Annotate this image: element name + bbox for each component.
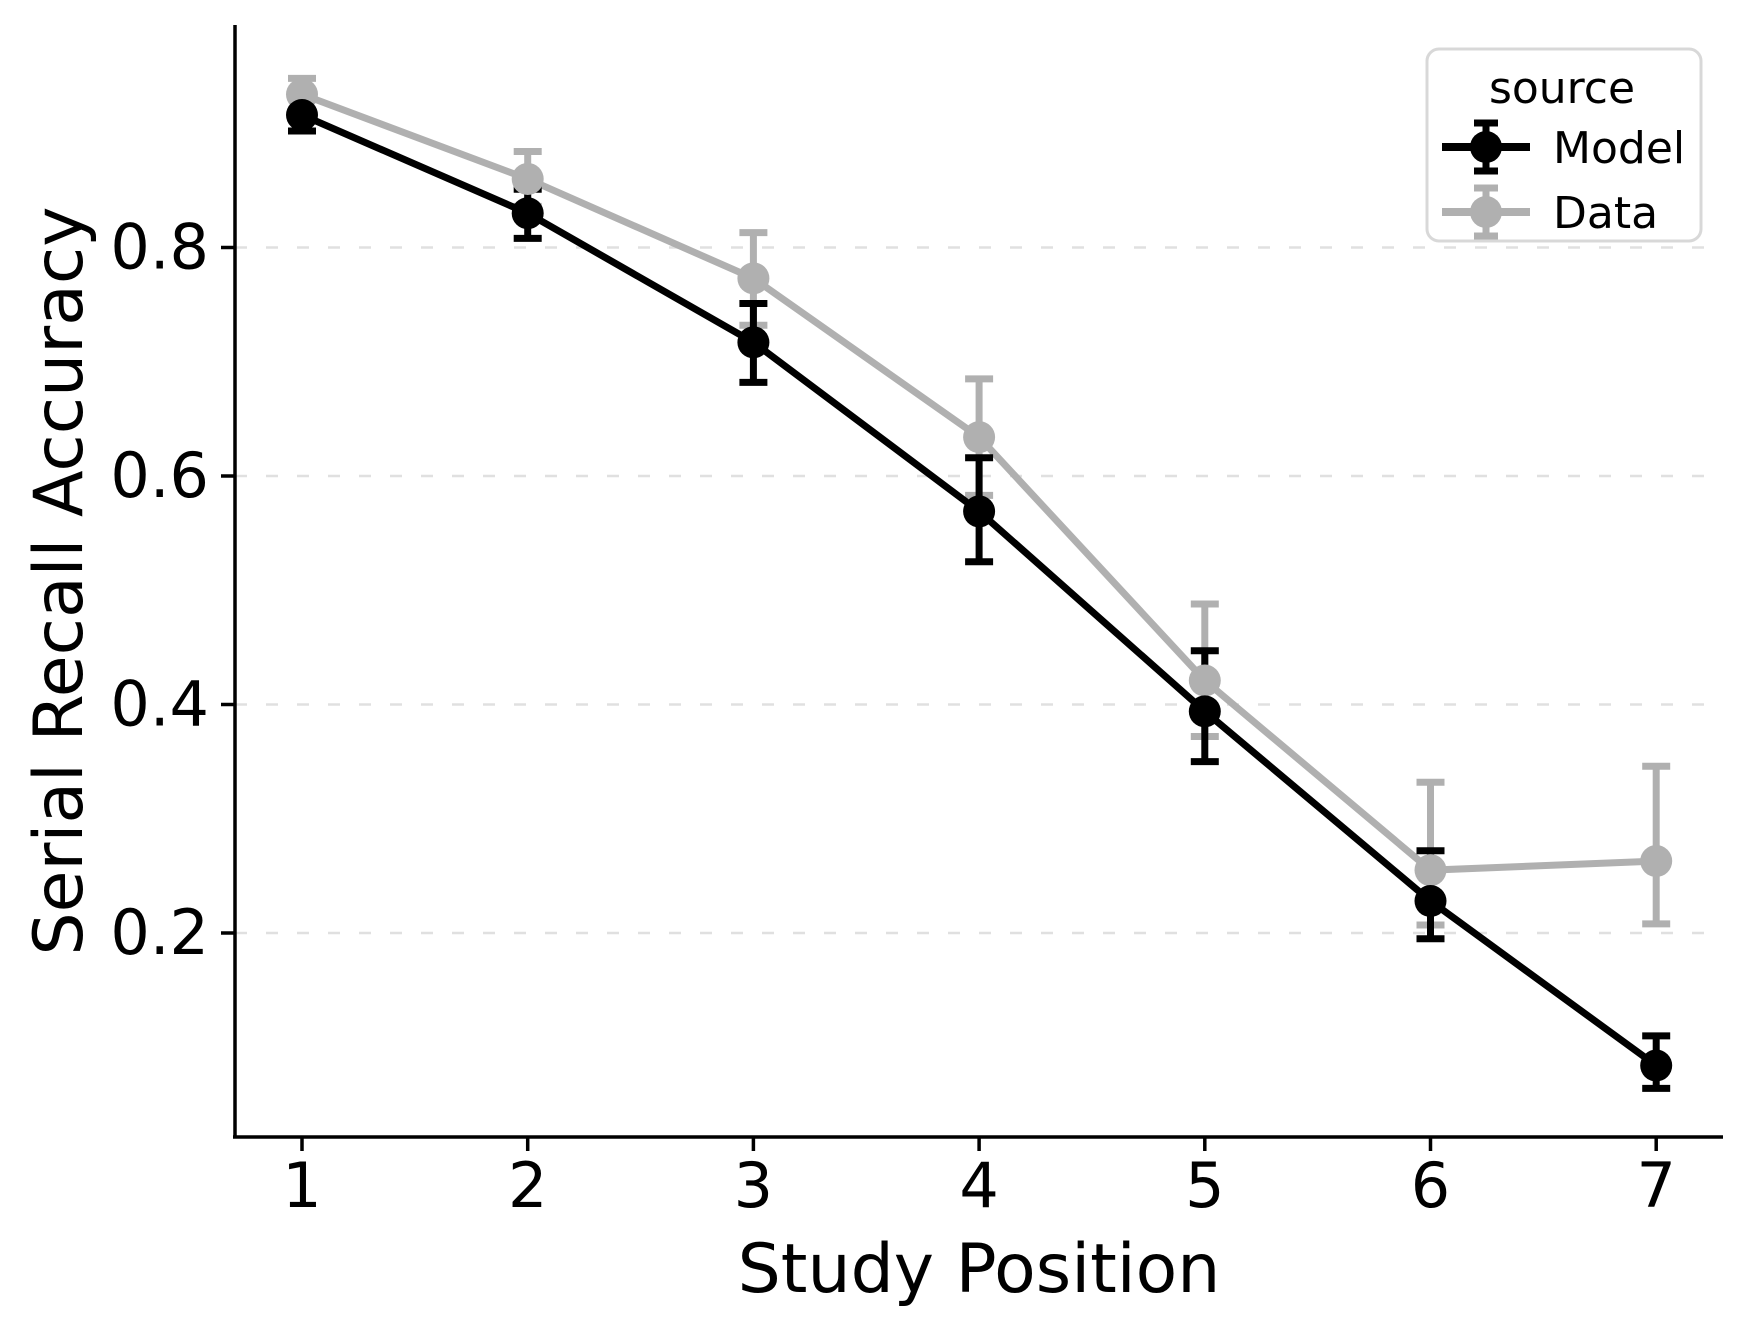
- legend-point-sample: [1470, 196, 1502, 228]
- legend-marker-model: [1442, 119, 1530, 175]
- point-data-p3: [737, 262, 770, 295]
- legend-point-sample: [1470, 131, 1502, 163]
- x-tick-label-2: 2: [508, 1149, 547, 1222]
- point-data-p2: [511, 162, 544, 195]
- y-axis-label: Serial Recall Accuracy: [20, 207, 99, 956]
- x-axis-label: Study Position: [738, 1230, 1221, 1309]
- legend-item-data-label: Data: [1553, 188, 1658, 239]
- y-tick-label-0.6: 0.6: [110, 439, 209, 512]
- legend-item-model-label: Model: [1553, 123, 1685, 174]
- x-tick-label-1: 1: [282, 1149, 321, 1222]
- legend-box: [1425, 47, 1703, 243]
- tick-layer: 1 2 3 4 5 6 7 0.2 0.4 0.6 0.8: [110, 211, 1676, 1223]
- grid-layer: [235, 246, 1723, 935]
- legend-title: source: [1489, 63, 1635, 114]
- point-data-p4: [963, 421, 996, 454]
- y-tick-label-0.8: 0.8: [110, 211, 209, 284]
- point-model-p5: [1188, 695, 1221, 728]
- x-tick-label-3: 3: [734, 1149, 773, 1222]
- point-data-p5: [1188, 664, 1221, 697]
- point-model-p4: [963, 495, 996, 528]
- point-data-p6: [1414, 854, 1447, 887]
- legend-markers: [1442, 119, 1530, 240]
- point-model-p3: [737, 326, 770, 359]
- line-model: [300, 111, 1659, 1069]
- point-model-p1: [286, 98, 318, 131]
- x-tick-label-5: 5: [1185, 1149, 1224, 1222]
- point-data-p7: [1640, 845, 1673, 878]
- series-layer: [286, 74, 1673, 1092]
- y-tick-label-0.2: 0.2: [110, 896, 209, 969]
- y-tick-label-0.4: 0.4: [110, 668, 209, 741]
- point-model-p2: [511, 197, 544, 230]
- point-model-p6: [1414, 885, 1447, 918]
- x-tick-label-4: 4: [959, 1149, 998, 1222]
- point-model-p7: [1640, 1049, 1673, 1082]
- x-tick-label-7: 7: [1636, 1149, 1675, 1222]
- legend-marker-data: [1442, 184, 1530, 240]
- legend: source Model Data: [1425, 47, 1703, 243]
- x-tick-label-6: 6: [1411, 1149, 1450, 1222]
